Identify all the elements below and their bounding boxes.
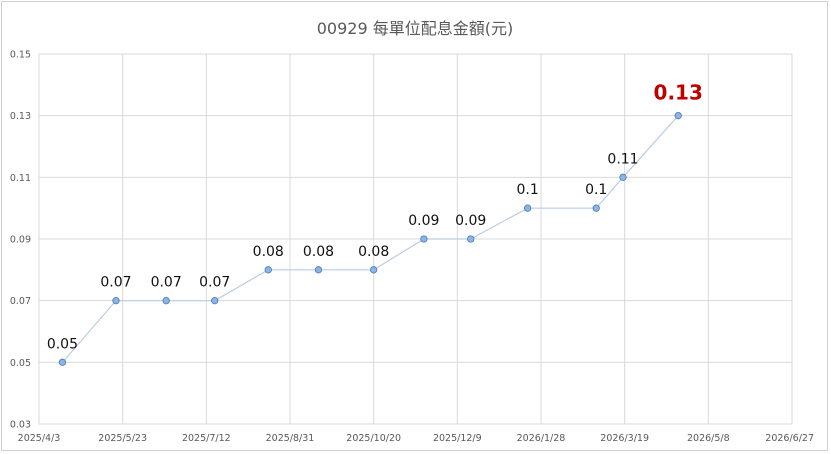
chart-title: 00929 每單位配息金額(元) — [317, 19, 513, 38]
data-point — [264, 266, 272, 274]
data-label: 0.1 — [585, 182, 607, 198]
y-tick-label: 0.11 — [10, 173, 31, 184]
data-point — [592, 204, 600, 212]
x-tick-label: 2025/5/23 — [98, 433, 147, 444]
x-tick-label: 2025/4/3 — [18, 433, 61, 444]
data-label: 0.08 — [303, 244, 334, 260]
data-point — [211, 297, 219, 305]
label-layer: 0.050.07 0.07 0.070.08 0.08 0.080.09 0.090.1 0… — [47, 81, 703, 353]
data-label-highlight: 0.13 — [654, 81, 703, 105]
data-label: 0.07 — [100, 275, 131, 291]
data-label: 0.11 — [607, 151, 638, 167]
grid-layer — [38, 53, 793, 425]
y-tick-label: 0.03 — [10, 420, 31, 431]
data-label: 0.09 — [455, 213, 486, 229]
y-tick-label: 0.13 — [10, 111, 31, 122]
data-point — [467, 235, 475, 243]
data-label: 0.05 — [47, 336, 78, 352]
y-tick-label: 0.15 — [10, 50, 31, 61]
data-point — [523, 204, 532, 212]
x-tick-label: 2025/10/20 — [346, 433, 401, 444]
x-tick-label: 2026/6/27 — [765, 433, 814, 444]
x-tick-label: 2026/1/28 — [517, 433, 566, 444]
x-tick-label: 2025/12/9 — [433, 433, 482, 444]
y-tick-label: 0.05 — [10, 358, 31, 369]
x-tick-label: 2025/7/12 — [182, 433, 231, 444]
data-label: 0.08 — [253, 244, 284, 260]
x-tick-label: 2025/8/31 — [266, 433, 315, 444]
data-label: 0.07 — [151, 275, 182, 291]
x-tick-label: 2026/5/8 — [687, 433, 730, 444]
y-tick-label: 0.09 — [10, 235, 31, 246]
data-point — [619, 173, 627, 181]
data-label: 0.08 — [358, 244, 389, 260]
data-point — [314, 266, 323, 274]
x-tick-label: 2026/3/19 — [600, 433, 649, 444]
axis-layer: 0.03 0.05 0.07 0.09 0.11 0.13 0.15 2025/4/3 2025… — [10, 50, 814, 445]
series-layer — [58, 112, 682, 366]
data-label: 0.07 — [199, 275, 230, 291]
data-point — [112, 297, 120, 305]
data-point — [420, 235, 428, 243]
data-label: 0.1 — [516, 182, 538, 198]
data-point — [162, 297, 170, 305]
y-tick-label: 0.07 — [10, 296, 31, 307]
data-point — [58, 358, 67, 366]
data-point — [674, 112, 682, 120]
data-label: 0.09 — [408, 213, 439, 229]
data-point — [370, 266, 378, 274]
